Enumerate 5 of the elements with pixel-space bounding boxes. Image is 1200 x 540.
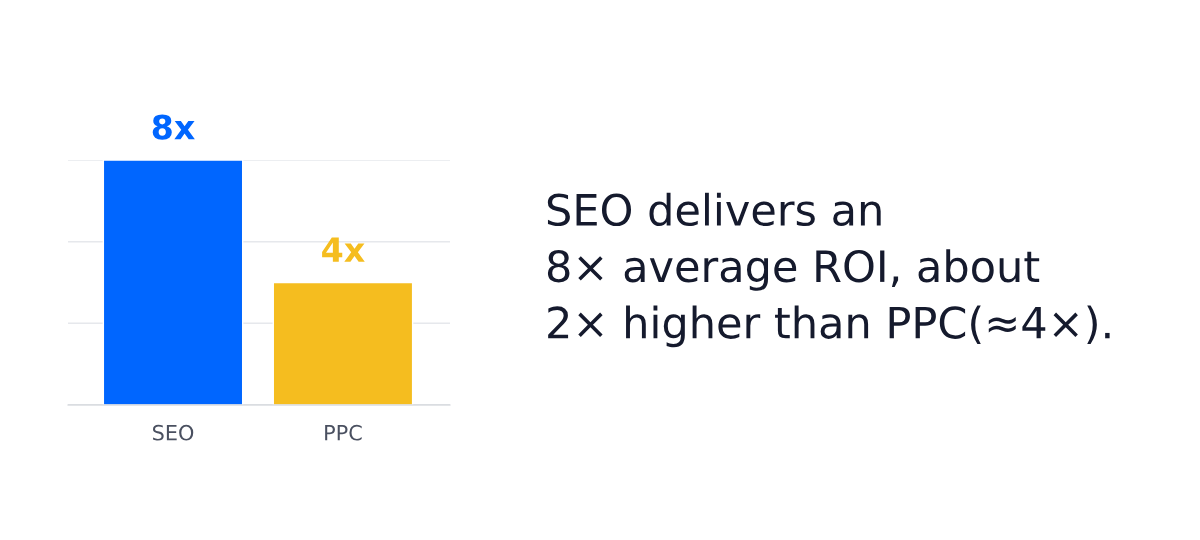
x-tick-label: PPC: [325, 424, 362, 441]
data-label: 8x: [152, 114, 195, 140]
text: SEO delivers an 8× average ROI, about 2× higher than PPC(≈4×).: [547, 192, 1110, 348]
data-label: 4x: [322, 237, 365, 262]
x-tick-label: SEO: [152, 424, 194, 441]
